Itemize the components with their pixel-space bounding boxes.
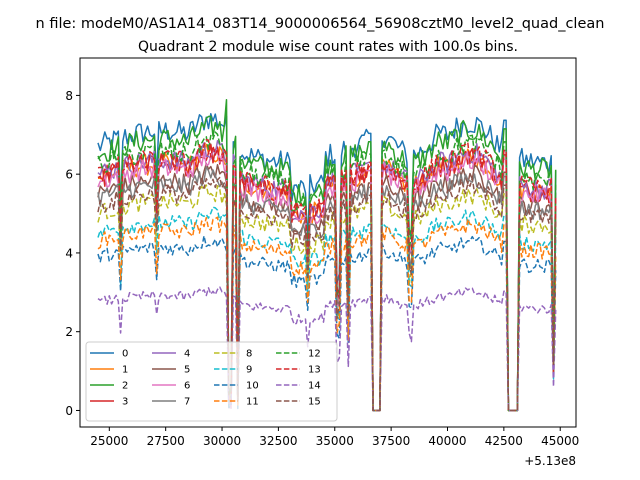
legend-label-6: 6: [184, 381, 190, 392]
x-tick-label: 30000: [203, 434, 241, 448]
x-tick-label: 35000: [316, 434, 354, 448]
legend-label-0: 0: [122, 349, 128, 360]
plot-frame: [79, 57, 577, 428]
legend-label-9: 9: [246, 365, 252, 376]
legend-label-15: 15: [308, 397, 321, 408]
series-line-13: [97, 139, 557, 412]
x-tick-label: 45000: [541, 434, 579, 448]
series-line-12: [97, 131, 557, 412]
legend-label-4: 4: [184, 349, 190, 360]
x-tick-label: 27500: [147, 434, 185, 448]
legend-label-2: 2: [122, 381, 128, 392]
series-line-11: [97, 216, 557, 412]
legend-label-7: 7: [184, 397, 190, 408]
x-tick-label: 42500: [485, 434, 523, 448]
series-line-7: [97, 166, 557, 412]
y-axis: 0 2 4 6 8: [65, 89, 80, 418]
series-line-15: [97, 176, 557, 412]
legend-label-1: 1: [122, 365, 128, 376]
legend-label-5: 5: [184, 365, 190, 376]
y-tick-label: 2: [65, 325, 73, 339]
legend-label-8: 8: [246, 349, 252, 360]
figure-suptitle: n file: modeM0/AS1A14_083T14_9000006564_…: [36, 16, 605, 32]
x-tick-label: 25000: [90, 434, 128, 448]
y-tick-label: 4: [65, 246, 73, 260]
legend-label-13: 13: [308, 365, 321, 376]
y-tick-label: 8: [65, 89, 73, 103]
legend-box: [85, 341, 338, 422]
x-tick-label: 37500: [372, 434, 410, 448]
legend-label-14: 14: [308, 381, 321, 392]
x-offset-label: +5.13e8: [524, 454, 576, 468]
legend-label-10: 10: [246, 381, 259, 392]
series-line-10: [97, 235, 557, 412]
y-tick-label: 0: [65, 404, 73, 418]
chart-title: Quadrant 2 module wise count rates with …: [138, 39, 518, 55]
legend-label-3: 3: [122, 397, 128, 408]
series-line-14: [97, 286, 557, 412]
series-layer: [97, 98, 557, 412]
x-tick-label: 32500: [259, 434, 297, 448]
series-line-8: [97, 184, 557, 412]
series-line-0: [97, 113, 557, 412]
legend-label-12: 12: [308, 349, 321, 360]
series-line-5: [97, 162, 557, 412]
y-tick-label: 6: [65, 168, 73, 182]
x-tick-label: 40000: [428, 434, 466, 448]
x-axis: 25000 27500 30000 32500 35000 37500 40000 42500…: [90, 427, 579, 448]
legend-label-11: 11: [246, 397, 259, 408]
